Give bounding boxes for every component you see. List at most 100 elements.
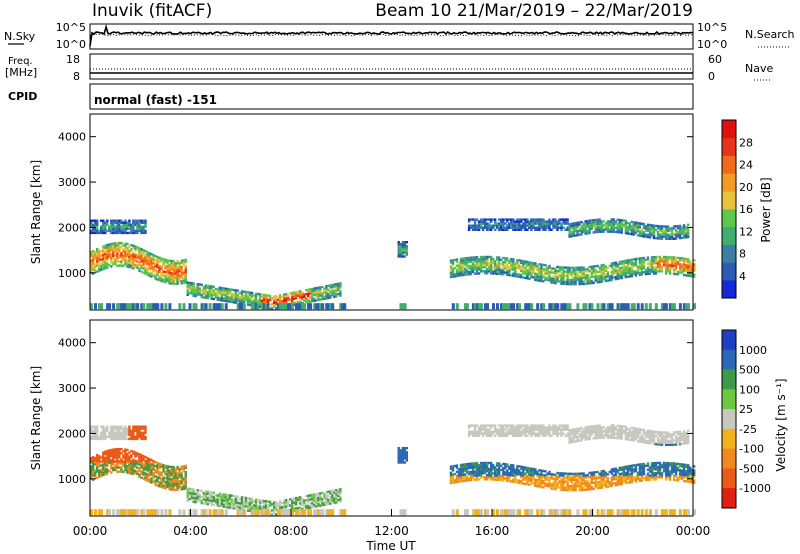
- velocity-cell: [554, 481, 557, 485]
- power-cell: [574, 266, 577, 270]
- power-cell: [687, 272, 690, 275]
- velocity-cell: [212, 495, 215, 499]
- velocity-cell: [311, 504, 314, 507]
- power-cell: [600, 264, 603, 267]
- velocity-cell: [516, 471, 519, 474]
- power-cell: [301, 291, 304, 295]
- velocity-cell: [592, 481, 595, 484]
- power-cell: [327, 284, 330, 287]
- power-cell: [102, 229, 105, 233]
- power-cell: [148, 258, 151, 261]
- power-cell: [638, 226, 642, 229]
- power-cell: [228, 292, 232, 295]
- power-cell: [102, 223, 105, 226]
- power-cell: [626, 275, 630, 278]
- velocity-cell: [560, 424, 563, 427]
- velocity-cell: [584, 436, 587, 439]
- velocity-cell: [502, 466, 505, 470]
- velocity-cell: [475, 430, 479, 433]
- velocity-cell: [192, 500, 195, 503]
- velocity-cell: [490, 472, 493, 475]
- velocity-cell: [449, 473, 453, 477]
- power-cell: [682, 267, 686, 271]
- power-cell: [118, 246, 121, 249]
- power-cell: [536, 264, 539, 268]
- velocity-cell: [455, 476, 459, 480]
- power-cell: [693, 263, 696, 266]
- velocity-cell: [164, 464, 167, 468]
- power-cell: [126, 225, 129, 228]
- power-cell: [574, 283, 577, 286]
- power-cell: [618, 227, 621, 230]
- power-cell: [494, 266, 497, 269]
- power-cell: [98, 249, 101, 252]
- velocity-cell: [576, 509, 580, 516]
- velocity-cell: [122, 464, 125, 467]
- power-cell: [106, 303, 110, 310]
- power-cell: [401, 241, 404, 244]
- velocity-cell: [144, 474, 147, 477]
- velocity-cell: [492, 424, 495, 427]
- power-cell: [542, 226, 545, 229]
- power-cell: [572, 268, 575, 272]
- power-cell: [192, 282, 195, 285]
- velocity-cell: [578, 474, 581, 477]
- power-cell: [329, 294, 332, 297]
- velocity-cell: [401, 509, 405, 516]
- velocity-cell: [150, 477, 153, 480]
- power-cell: [166, 277, 169, 280]
- power-cell: [654, 266, 658, 269]
- velocity-cell: [230, 506, 234, 510]
- power-cell: [260, 299, 264, 302]
- velocity-cell: [494, 424, 497, 427]
- velocity-cell: [588, 431, 591, 435]
- velocity-cell: [490, 476, 493, 479]
- power-cell: [508, 265, 511, 269]
- velocity-cell: [232, 501, 236, 504]
- velocity-cell: [120, 470, 123, 473]
- velocity-cell: [114, 435, 117, 439]
- power-cell: [570, 283, 573, 286]
- power-cell: [572, 270, 575, 274]
- power-cell: [158, 266, 161, 270]
- velocity-cell: [108, 469, 111, 473]
- power-cell: [172, 278, 175, 281]
- power-cell: [140, 231, 143, 235]
- power-cell: [590, 273, 593, 277]
- power-cell: [530, 303, 534, 310]
- power-cell: [550, 303, 554, 310]
- velocity-cell: [552, 430, 555, 433]
- velocity-cell: [592, 475, 595, 478]
- power-cell: [572, 226, 575, 229]
- power-cell: [687, 223, 690, 226]
- power-cell: [248, 291, 252, 294]
- power-cell: [110, 255, 113, 258]
- power-cell: [142, 267, 145, 270]
- velocity-cell: [548, 426, 551, 429]
- velocity-cell: [520, 426, 523, 429]
- velocity-cell: [548, 470, 551, 474]
- power-cell: [104, 265, 107, 268]
- power-cell: [691, 264, 694, 268]
- velocity-cell: [164, 476, 167, 480]
- power-cell: [610, 303, 614, 310]
- power-cell: [634, 259, 638, 263]
- velocity-cell: [580, 439, 583, 442]
- velocity-cell: [548, 483, 551, 486]
- velocity-cell: [552, 509, 556, 516]
- nave-tick-low: 0: [708, 70, 715, 83]
- power-cell: [604, 265, 607, 268]
- power-cell: [584, 224, 587, 227]
- power-cell: [100, 264, 103, 267]
- velocity-cell: [596, 483, 599, 486]
- power-cell: [128, 263, 131, 267]
- power-cell: [600, 272, 603, 275]
- power-cell: [648, 264, 652, 267]
- velocity-cell: [132, 466, 135, 470]
- power-cell: [473, 222, 477, 225]
- power-cell: [582, 282, 585, 286]
- velocity-cell: [479, 430, 483, 433]
- power-cell: [333, 285, 336, 288]
- power-cell: [138, 257, 141, 260]
- velocity-cell: [610, 484, 613, 488]
